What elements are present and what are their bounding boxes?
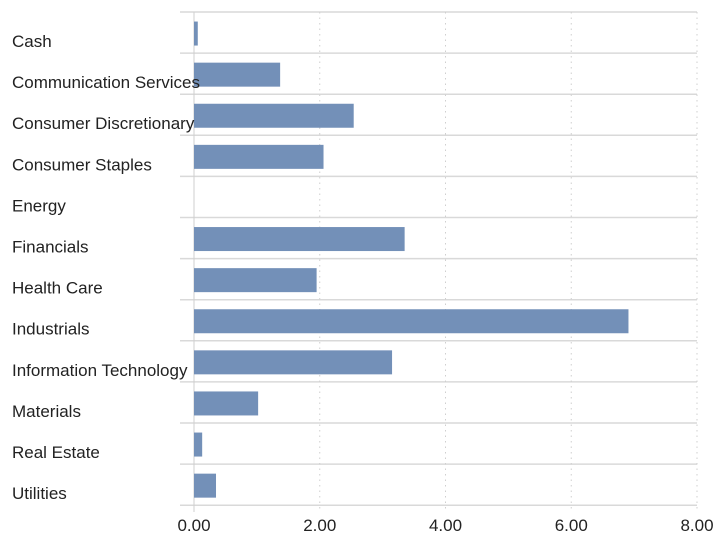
bar: [194, 473, 217, 498]
category-label: Information Technology: [12, 361, 188, 380]
category-label: Energy: [12, 196, 66, 215]
bar: [194, 103, 354, 128]
row-separators: [180, 11, 697, 506]
category-label: Materials: [12, 402, 81, 421]
category-label: Utilities: [12, 484, 67, 503]
category-label: Consumer Discretionary: [12, 114, 195, 133]
category-label: Health Care: [12, 279, 103, 298]
x-axis-ticks: 0.00 2.00 4.00 6.00 8.00: [177, 516, 713, 535]
bar: [194, 309, 629, 334]
bar: [194, 268, 317, 293]
category-label: Financials: [12, 238, 89, 257]
bars: [194, 21, 629, 498]
bar: [194, 21, 198, 46]
bar: [194, 391, 259, 416]
category-label: Cash: [12, 32, 52, 51]
x-tick-label: 2.00: [303, 516, 336, 535]
x-tick-label: 6.00: [555, 516, 588, 535]
gridlines: [193, 12, 698, 512]
category-label: Communication Services: [12, 73, 200, 92]
bar: [194, 144, 324, 169]
bar: [194, 227, 405, 252]
category-label: Real Estate: [12, 443, 100, 462]
x-tick-label: 4.00: [429, 516, 462, 535]
x-tick-label: 8.00: [680, 516, 713, 535]
category-label: Industrials: [12, 320, 89, 339]
category-labels: Cash Communication Services Consumer Discr…: [12, 32, 200, 503]
x-tick-label: 0.00: [177, 516, 210, 535]
category-label: Consumer Staples: [12, 155, 152, 174]
bar: [194, 350, 393, 375]
bar: [194, 432, 203, 457]
bar: [194, 62, 281, 87]
